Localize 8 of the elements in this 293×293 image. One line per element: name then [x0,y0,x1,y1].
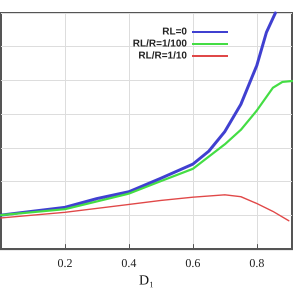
x-axis-title: D₁ [139,274,154,288]
x-tick-label: 0.4 [121,256,136,270]
x-tick-label: 0.2 [57,256,72,270]
x-tick-label: 0.6 [185,256,200,270]
legend-label: RL/R=1/10 [138,50,188,62]
legend-label: RL/R=1/100 [132,38,188,50]
legend-label: RL=0 [162,26,188,38]
x-tick-label: 0.8 [249,256,264,270]
